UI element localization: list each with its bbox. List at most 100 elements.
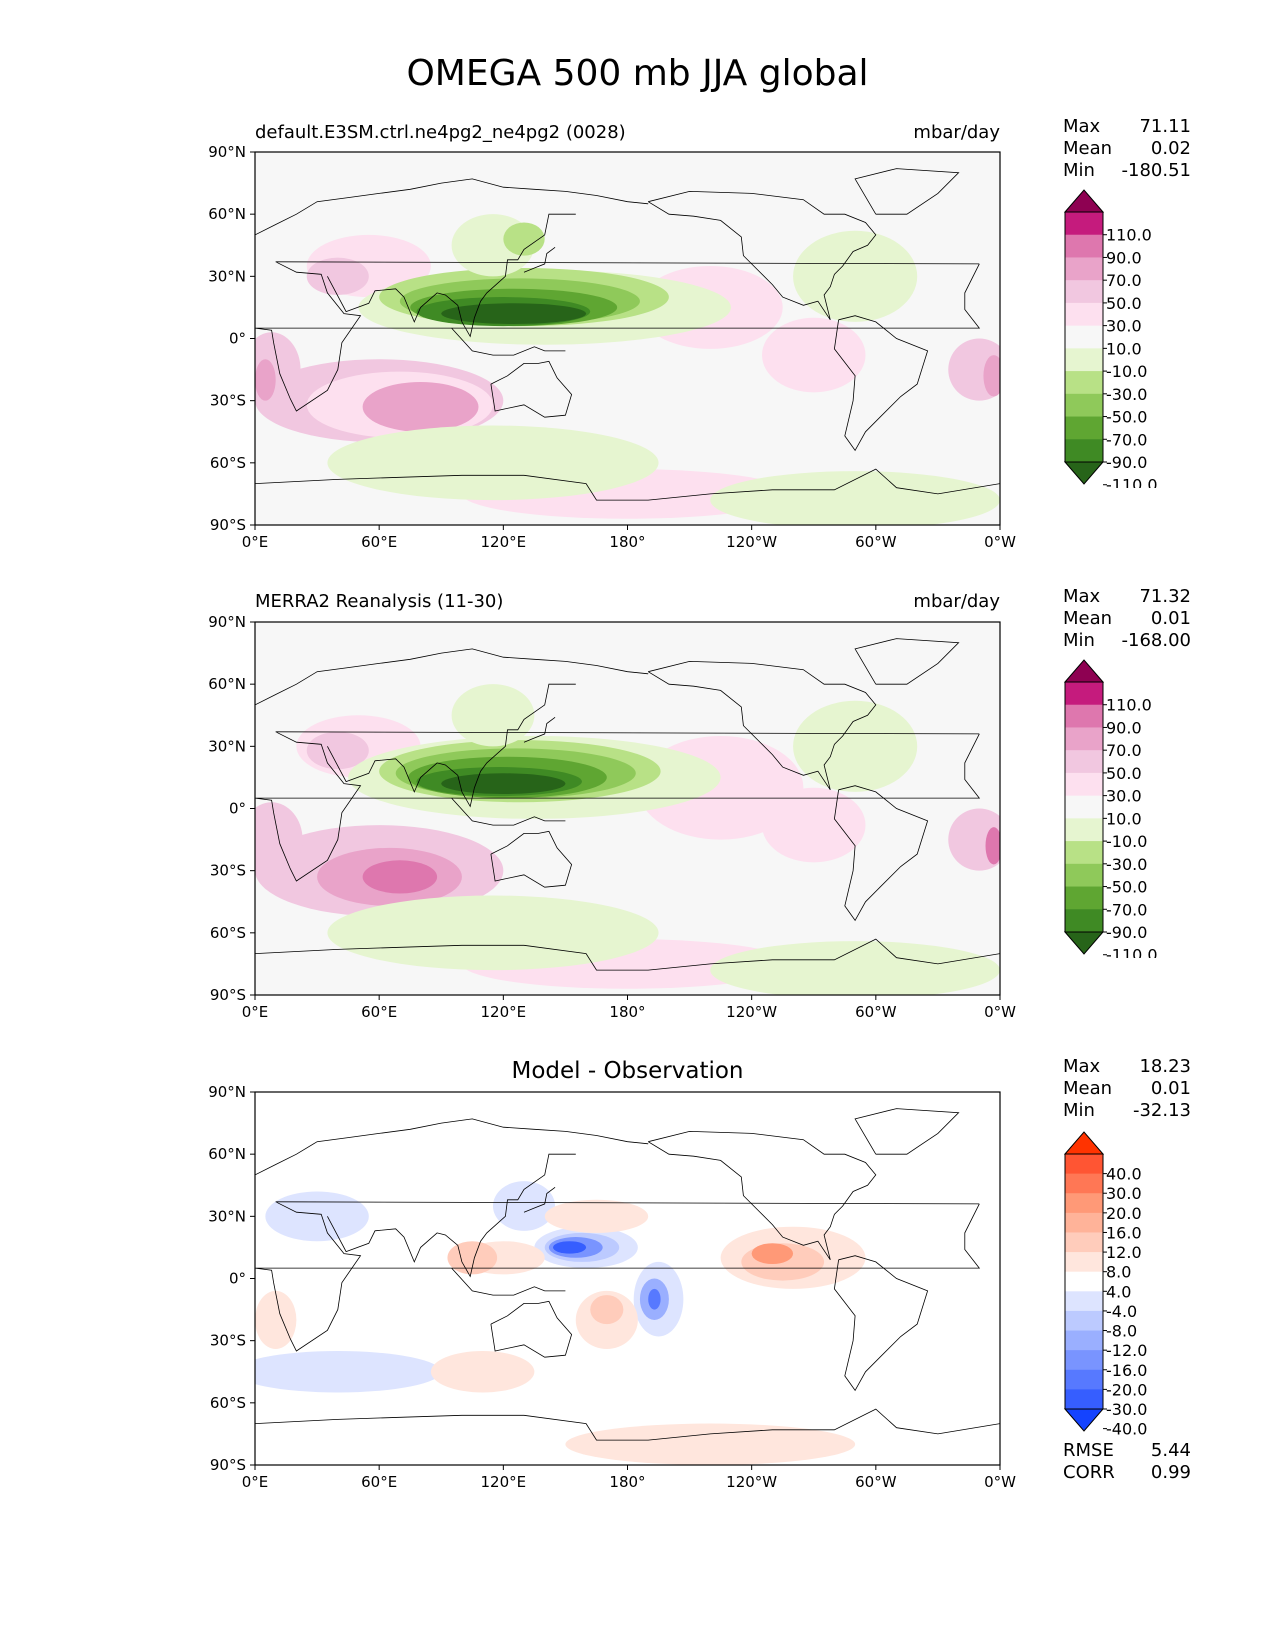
lon-tick-label: 180° <box>609 533 645 550</box>
colorbar-segment <box>1065 1330 1103 1351</box>
colorbar-segment <box>1065 727 1103 751</box>
panel3-map: 90°N 60°N 30°N 0° 30°S 60°S 90°S0°E 60°E 120°E 18… <box>208 1083 1016 1490</box>
contour-region <box>983 355 1000 397</box>
colorbar-segment <box>1065 1291 1103 1312</box>
colorbar-segment <box>1065 1232 1103 1253</box>
contour-region <box>648 1288 661 1310</box>
lon-tick-label: 180° <box>609 1003 645 1020</box>
colorbar-extend-top <box>1063 1131 1105 1155</box>
colorbar-segment <box>1065 750 1103 774</box>
lon-tick-label: 0°W <box>984 1473 1016 1490</box>
panel2-colorbar: 110.0 90.0 70.0 50.0 30.0 10.0 -10.0 -30.0 -50.0… <box>1063 659 1158 958</box>
lon-tick-label: 0°E <box>242 1003 269 1020</box>
panel1-mean: 0.02 <box>1150 138 1191 159</box>
contour-region <box>503 222 545 256</box>
contour-region <box>710 471 1000 525</box>
contour-region <box>255 1290 297 1349</box>
colorbar-segment <box>1065 234 1103 258</box>
colorbar-tick-label: 110.0 <box>1106 226 1152 245</box>
coastline <box>523 716 556 743</box>
colorbar-extend-top <box>1063 659 1105 683</box>
coastline <box>327 683 576 808</box>
colorbar-tick-label: -12.0 <box>1106 1341 1147 1360</box>
coastline <box>255 648 649 706</box>
map-background <box>255 1092 1000 1465</box>
coastline <box>451 797 566 826</box>
colorbar-tick-label: -30.0 <box>1106 385 1147 404</box>
colorbar-tick-label: -40.0 <box>1106 1420 1147 1435</box>
colorbar-tick-label: 30.0 <box>1106 1184 1142 1203</box>
colorbar-tick-label: -110.0 <box>1106 946 1158 958</box>
colorbar-segment <box>1065 416 1103 440</box>
coastline <box>647 190 877 321</box>
lon-tick-label: 60°E <box>361 533 397 550</box>
colorbar-tick-label: 20.0 <box>1106 1204 1142 1223</box>
panel3-colorbar: 40.030.020.016.012.08.04.0-4.0-8.0-12.0-… <box>1063 1131 1147 1435</box>
colorbar-segment <box>1065 1350 1103 1371</box>
coastline <box>854 1108 960 1155</box>
colorbar-segment <box>1065 704 1103 728</box>
colorbar-tick-label: 70.0 <box>1106 741 1142 760</box>
colorbar-extend-bottom <box>1063 931 1105 955</box>
colorbar-segment <box>1065 1173 1103 1194</box>
colorbar-tick-label: 50.0 <box>1106 294 1142 313</box>
panel1-min: -180.51 <box>1121 160 1191 181</box>
coastline <box>255 261 981 412</box>
colorbar-segment <box>1065 1271 1103 1292</box>
lat-tick-label: 90°S <box>210 516 246 534</box>
colorbar-segment <box>1065 1310 1103 1332</box>
panel1-stats: Max 71.11 Mean 0.02 Min -180.51 <box>1063 116 1191 181</box>
contour-region <box>590 1295 624 1325</box>
colorbar-tick-label: -70.0 <box>1106 430 1147 449</box>
contour-region <box>710 941 1000 995</box>
colorbar-segment <box>1065 818 1103 842</box>
lon-tick-label: 120°E <box>481 533 527 550</box>
contour-region <box>447 1241 498 1275</box>
lon-tick-label: 60°W <box>855 533 897 550</box>
colorbar-segment <box>1065 212 1103 236</box>
colorbar-tick-label: 10.0 <box>1106 339 1142 358</box>
colorbar-segment <box>1065 772 1103 797</box>
coastline <box>327 213 576 338</box>
coastline <box>647 1130 877 1261</box>
lat-tick-label: 90°S <box>210 1456 246 1474</box>
panel1-colorbar: 110.0 90.0 70.0 50.0 30.0 10.0 -10.0 -30.0 -50.0… <box>1063 189 1158 488</box>
lon-tick-label: 120°E <box>481 1003 527 1020</box>
lat-tick-label: 60°S <box>210 924 246 942</box>
contour-region <box>255 1351 442 1393</box>
contour-region <box>441 303 587 324</box>
lon-tick-label: 60°W <box>855 1003 897 1020</box>
lon-tick-label: 0°W <box>984 533 1016 550</box>
lat-tick-label: 0° <box>229 800 246 818</box>
colorbar-extend-bottom <box>1063 461 1105 485</box>
panel3-mean: 0.01 <box>1150 1078 1191 1099</box>
contour-region <box>793 700 918 792</box>
contour-region <box>762 787 866 863</box>
lon-tick-label: 120°W <box>726 533 777 550</box>
colorbar-tick-label: -8.0 <box>1106 1322 1137 1341</box>
lat-tick-label: 0° <box>229 330 246 348</box>
colorbar-segment <box>1065 1369 1103 1390</box>
contour-region <box>553 1241 587 1254</box>
colorbar-segment <box>1065 1252 1103 1273</box>
panel1-units: mbar/day <box>913 122 1000 143</box>
panel2-mean: 0.01 <box>1150 608 1191 629</box>
colorbar-tick-label: 12.0 <box>1106 1243 1142 1262</box>
colorbar-segment <box>1065 371 1103 395</box>
contour-region <box>985 827 1000 865</box>
colorbar-tick-label: 10.0 <box>1106 809 1142 828</box>
colorbar-segment <box>1065 257 1103 281</box>
lat-tick-label: 30°S <box>210 1332 246 1350</box>
colorbar-tick-label: 50.0 <box>1106 764 1142 783</box>
colorbar-tick-label: 110.0 <box>1106 696 1152 715</box>
lat-tick-label: 90°S <box>210 986 246 1004</box>
colorbar-segment <box>1065 1193 1103 1214</box>
lon-tick-label: 120°E <box>481 1473 527 1490</box>
lat-tick-label: 30°N <box>208 737 246 755</box>
lat-tick-label: 90°N <box>208 1083 246 1101</box>
colorbar-segment <box>1065 795 1103 819</box>
lat-tick-label: 30°S <box>210 392 246 410</box>
coastline <box>255 1201 981 1352</box>
colorbar-segment <box>1065 348 1103 372</box>
contour-region <box>948 338 1000 401</box>
